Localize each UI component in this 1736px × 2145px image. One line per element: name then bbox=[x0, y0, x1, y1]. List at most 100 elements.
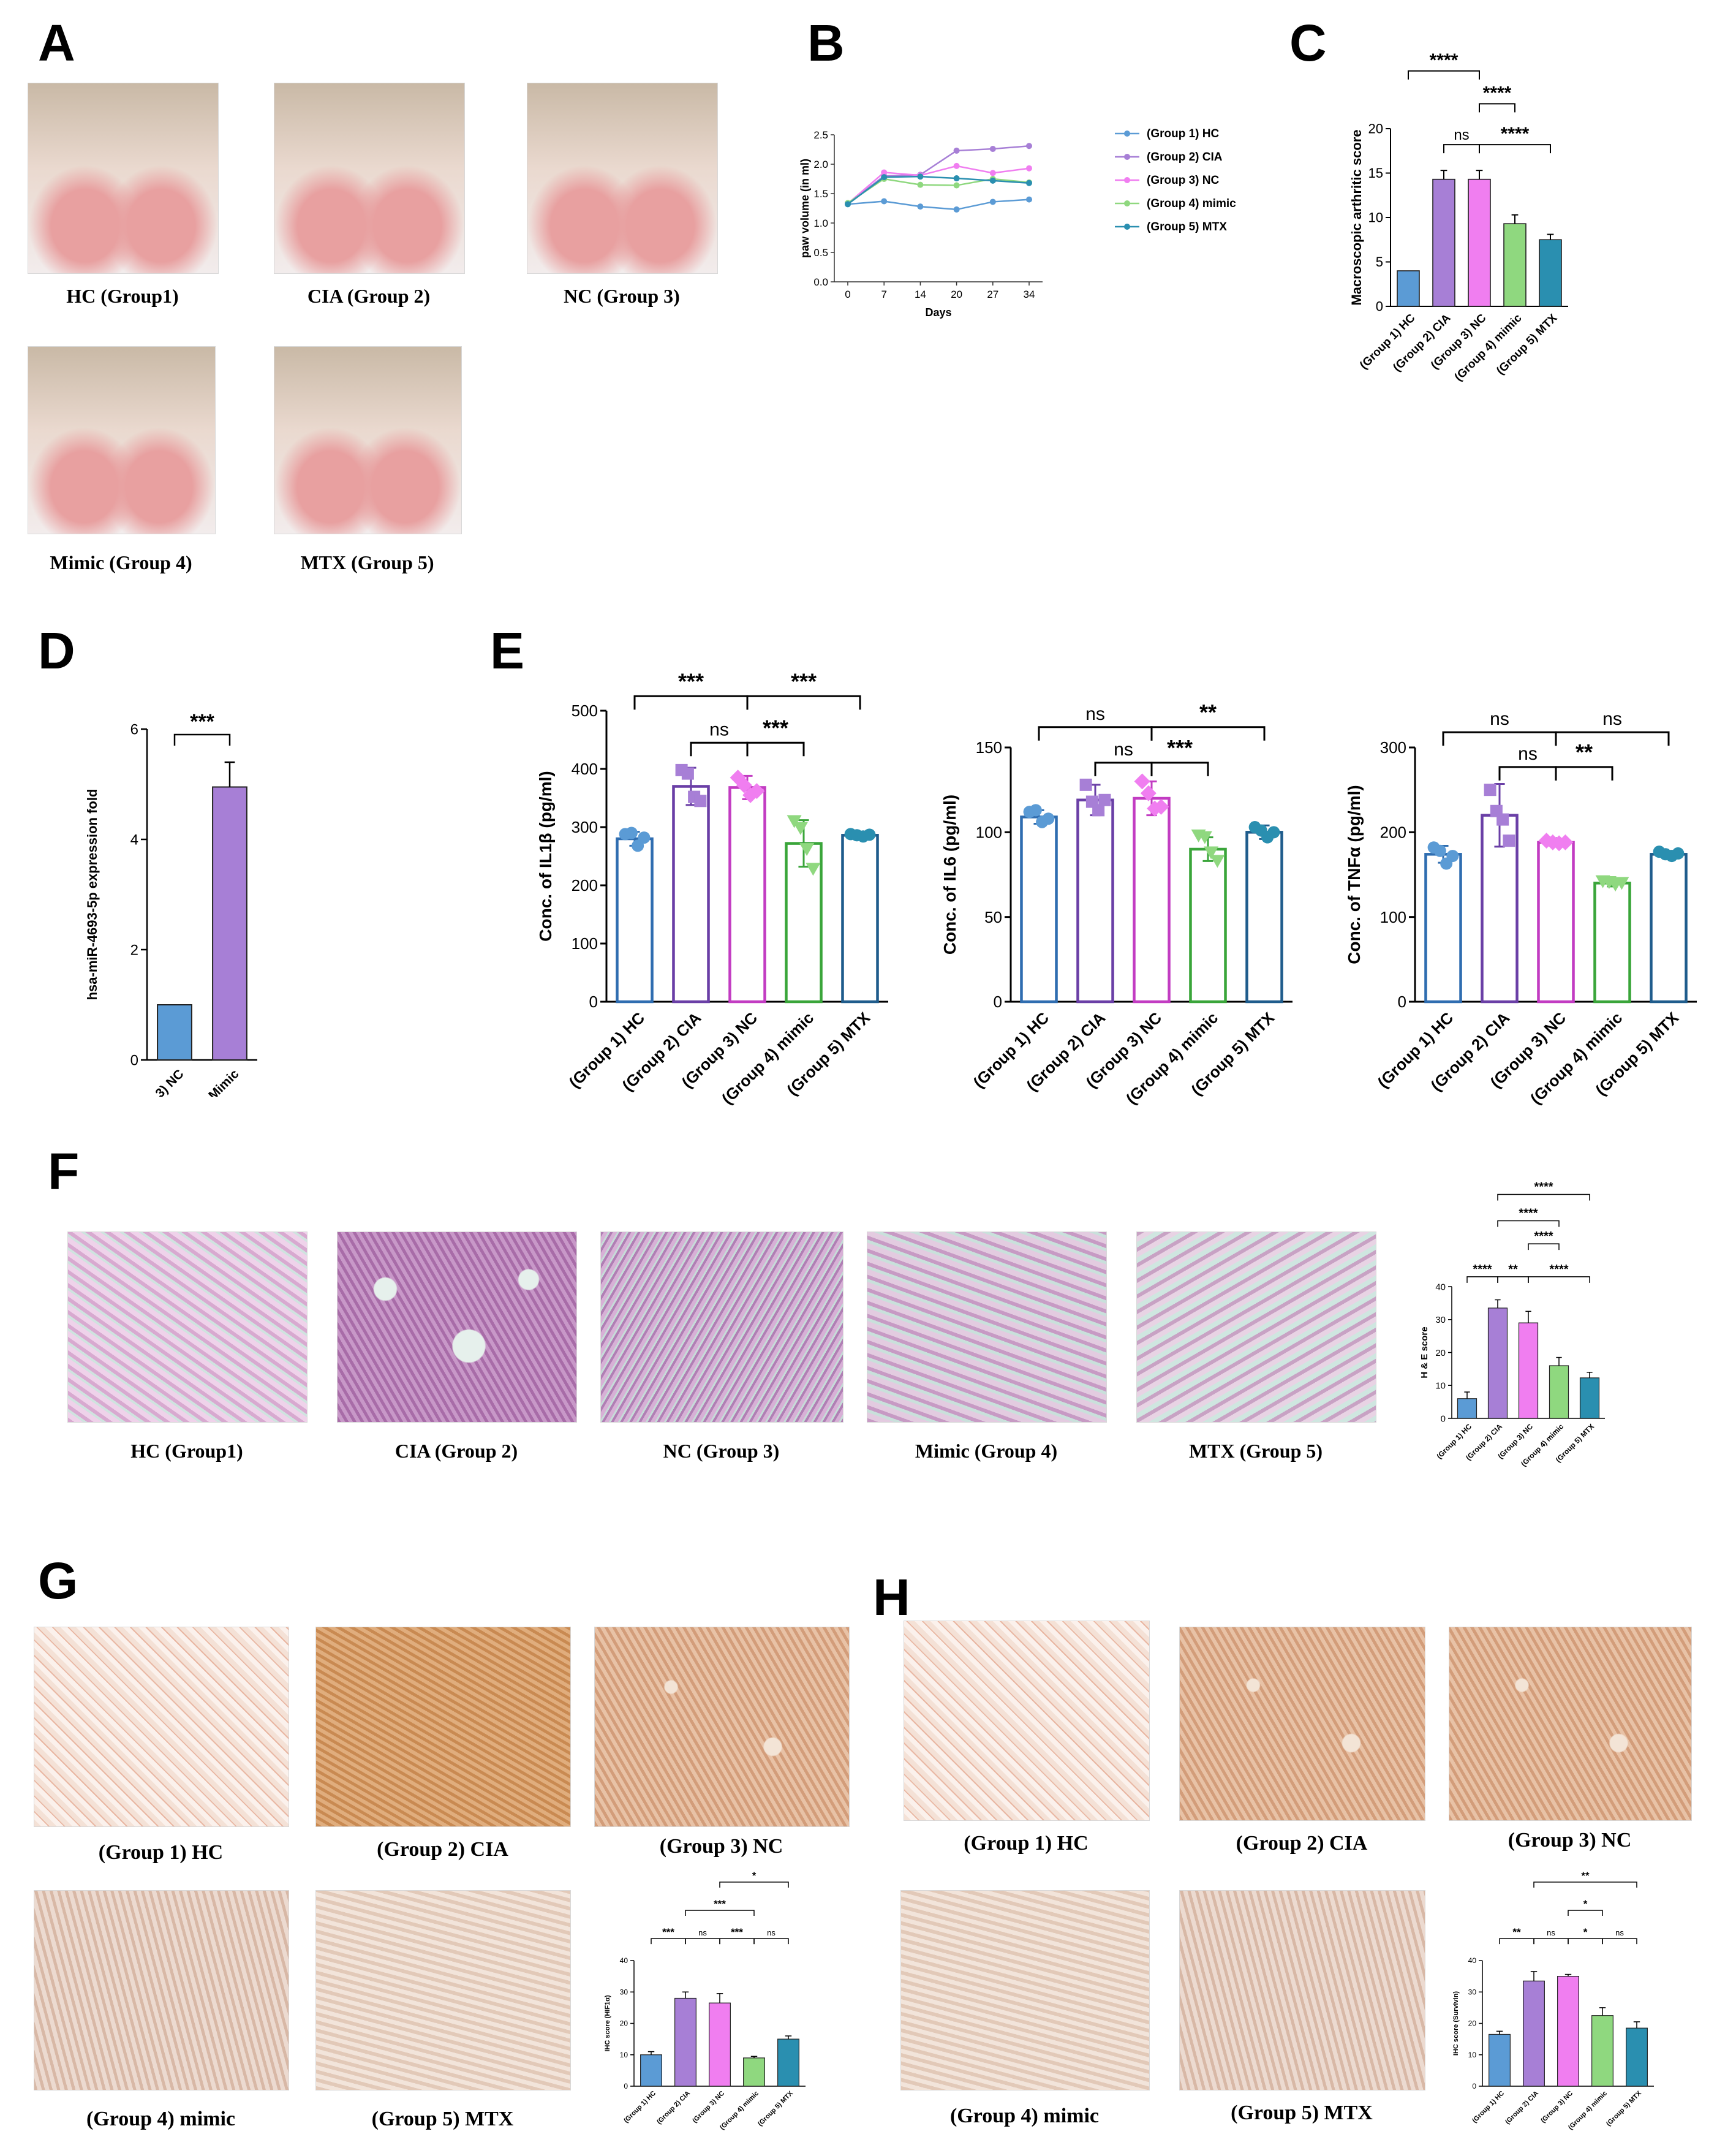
significance-label: ** bbox=[1508, 1263, 1518, 1276]
category-label: (Group 2) CIA bbox=[1504, 2090, 1540, 2126]
ihc-g-photo-nc bbox=[594, 1627, 850, 1827]
y-tick-label: 10 bbox=[620, 2051, 628, 2059]
y-tick-label: 100 bbox=[976, 823, 1002, 841]
significance-label: ns bbox=[1454, 127, 1469, 143]
significance-label: ns bbox=[1085, 704, 1105, 724]
data-point bbox=[625, 827, 638, 839]
y-tick-label: 20 bbox=[1468, 2019, 1477, 2028]
bar bbox=[1432, 178, 1455, 307]
caption-h-mimic: (Group 4) mimic bbox=[949, 2105, 1099, 2127]
significance-label: *** bbox=[763, 715, 788, 740]
data-point bbox=[1210, 855, 1225, 868]
y-tick-label: 1.5 bbox=[813, 188, 828, 200]
significance-bracket bbox=[1528, 1276, 1590, 1283]
data-point bbox=[638, 831, 651, 844]
significance-label: *** bbox=[731, 1926, 743, 1938]
significance-bracket bbox=[1568, 1938, 1603, 1945]
bar bbox=[1457, 1398, 1477, 1419]
legend-label: (Group 1) HC bbox=[1147, 127, 1219, 140]
significance-label: *** bbox=[190, 710, 214, 733]
significance-bracket bbox=[1408, 70, 1480, 80]
data-point bbox=[793, 822, 808, 835]
significance-label: ** bbox=[1576, 740, 1593, 765]
significance-bracket bbox=[1498, 766, 1557, 781]
data-point bbox=[749, 783, 765, 800]
significance-label: ** bbox=[1199, 700, 1217, 725]
bar bbox=[1518, 1322, 1539, 1419]
category-label: (Group 5) MTX bbox=[757, 2089, 795, 2128]
category-label: (Group 5) MTX bbox=[1605, 2089, 1644, 2128]
y-tick-label: 40 bbox=[620, 1956, 628, 1965]
data-point bbox=[1204, 846, 1219, 860]
bar bbox=[672, 785, 710, 1004]
data-point bbox=[1446, 850, 1459, 863]
significance-label: ns bbox=[1114, 740, 1133, 760]
ihc-h-photo-hc bbox=[904, 1621, 1150, 1821]
legend-marker bbox=[1124, 154, 1130, 160]
y-tick-label: 15 bbox=[1368, 165, 1383, 181]
caption-h-hc: (Group 1) HC bbox=[964, 1832, 1089, 1855]
significance-bracket bbox=[1150, 762, 1209, 776]
caption-a-cia: CIA (Group 2) bbox=[307, 285, 431, 307]
y-tick-label: 150 bbox=[976, 738, 1002, 757]
significance-label: *** bbox=[791, 668, 817, 694]
significance-bracket bbox=[1497, 1276, 1529, 1283]
ihc-h-photo-cia bbox=[1179, 1627, 1425, 1821]
significance-label: *** bbox=[1167, 735, 1193, 760]
y-axis-label: Conc. of IL1β (pg/ml) bbox=[536, 771, 555, 941]
x-tick-label: 0 bbox=[845, 289, 850, 300]
y-tick-label: 2.5 bbox=[813, 129, 828, 141]
significance-bracket bbox=[1497, 1220, 1560, 1227]
y-tick-label: 100 bbox=[572, 934, 598, 953]
significance-bracket bbox=[753, 1938, 789, 1945]
y-axis-label: Conc. of TNFα (pg/ml) bbox=[1345, 785, 1364, 964]
significance-label: * bbox=[1583, 1898, 1588, 1910]
significance-bracket bbox=[719, 1882, 789, 1888]
significance-bracket bbox=[1499, 1938, 1534, 1945]
chart-c-arthritic-score: 0 5 10 15 20 Macroscopic arthritic score (Grou… bbox=[1349, 50, 1568, 384]
y-axis-label: IHC score (HIF1α) bbox=[604, 1995, 611, 2052]
y-axis-label: paw volume (in ml) bbox=[799, 159, 811, 258]
x-tick-label: 27 bbox=[987, 289, 998, 300]
significance-label: **** bbox=[1501, 124, 1530, 144]
caption-h-mtx: (Group 5) MTX bbox=[1231, 2101, 1373, 2124]
legend-marker bbox=[1124, 131, 1130, 137]
y-tick-label: 0 bbox=[624, 2082, 628, 2090]
chart-d-mirna-expression: 0 2 4 6 hsa-miR-4693-5p expression fold (Grou… bbox=[85, 710, 257, 1097]
caption-f-mimic: Mimic (Group 4) bbox=[915, 1440, 1058, 1462]
x-tick-label: 20 bbox=[951, 289, 962, 300]
y-tick-label: 0 bbox=[130, 1052, 138, 1069]
significance-label: ** bbox=[1512, 1926, 1521, 1938]
data-point bbox=[1026, 196, 1032, 203]
significance-bracket bbox=[685, 1938, 720, 1945]
bar bbox=[157, 1004, 192, 1061]
bar bbox=[1189, 847, 1227, 1004]
bar bbox=[1549, 1365, 1569, 1419]
significance-bracket bbox=[1528, 1243, 1560, 1250]
significance-label: **** bbox=[1534, 1230, 1553, 1243]
series-line bbox=[847, 178, 1030, 204]
data-point bbox=[1496, 813, 1509, 826]
data-point bbox=[1026, 165, 1032, 172]
bar bbox=[743, 2057, 765, 2087]
bar bbox=[1424, 853, 1462, 1004]
bar bbox=[1593, 882, 1631, 1004]
ihc-g-photo-hc bbox=[34, 1627, 289, 1827]
series-line bbox=[847, 199, 1030, 211]
significance-label: ns bbox=[1490, 709, 1509, 729]
legend-label: (Group 5) MTX bbox=[1147, 221, 1227, 233]
bar bbox=[1579, 1377, 1600, 1419]
ihc-g-photo-mimic bbox=[34, 1890, 289, 2090]
caption-g-cia: (Group 2) CIA bbox=[377, 1838, 508, 1861]
data-point bbox=[1140, 785, 1157, 801]
data-point bbox=[1026, 143, 1032, 149]
data-point bbox=[953, 182, 960, 189]
significance-label: **** bbox=[1534, 1181, 1553, 1194]
data-point bbox=[1026, 180, 1032, 186]
data-point bbox=[1503, 834, 1515, 847]
data-point bbox=[1042, 812, 1055, 825]
legend-marker bbox=[1124, 177, 1130, 183]
